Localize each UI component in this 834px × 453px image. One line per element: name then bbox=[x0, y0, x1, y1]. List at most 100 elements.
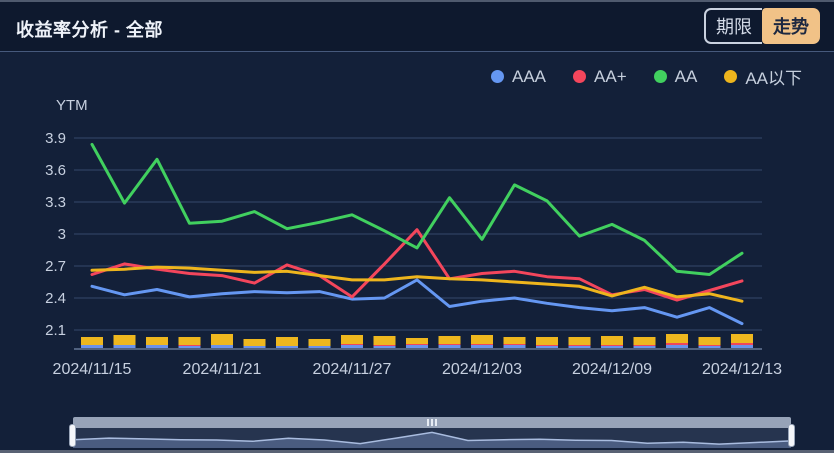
volume-bar-blue bbox=[211, 345, 233, 348]
volume-bar-red bbox=[666, 343, 688, 345]
volume-bar-blue bbox=[341, 345, 363, 348]
volume-bar-yellow bbox=[568, 337, 591, 345]
volume-bar-red bbox=[341, 344, 363, 345]
volume-bar-red bbox=[438, 344, 461, 345]
volume-bar-red bbox=[568, 345, 591, 346]
page-title: 收益率分析 - 全部 bbox=[16, 20, 163, 40]
volume-bar-blue bbox=[308, 346, 331, 348]
volume-bar-blue bbox=[471, 345, 493, 348]
trend-view-button[interactable]: 走势 bbox=[762, 8, 820, 44]
datazoom-slider bbox=[69, 417, 795, 449]
volume-bar-blue bbox=[438, 345, 461, 348]
volume-bar-red bbox=[503, 344, 526, 345]
volume-bar-yellow bbox=[276, 337, 298, 346]
volume-bar-blue bbox=[81, 345, 103, 348]
view-toggle-group: 期限 走势 bbox=[704, 8, 820, 44]
legend-item-aa-below[interactable]: AA以下 bbox=[724, 64, 802, 89]
window-bottom-edge bbox=[0, 450, 834, 453]
datazoom-left-handle[interactable] bbox=[69, 424, 76, 447]
legend-dot-aa-below-icon bbox=[724, 70, 738, 83]
volume-bar-yellow bbox=[211, 334, 233, 345]
volume-bar-red bbox=[406, 344, 428, 345]
volume-bar-blue bbox=[633, 346, 656, 348]
volume-bar-blue bbox=[698, 346, 721, 348]
volume-bar-red bbox=[698, 345, 721, 346]
y-axis-title: YTM bbox=[56, 97, 88, 114]
series-line-AA bbox=[90, 142, 744, 276]
volume-bar-blue bbox=[113, 345, 136, 348]
y-tick-label: 3.3 bbox=[45, 194, 66, 211]
volume-bar-red bbox=[178, 345, 201, 346]
volume-bar-yellow bbox=[178, 337, 201, 345]
datazoom-sparkline bbox=[72, 431, 792, 448]
legend-label: AA以下 bbox=[745, 69, 802, 88]
volume-bar-yellow bbox=[666, 334, 688, 343]
legend-item-aaa[interactable]: AAA bbox=[490, 67, 546, 87]
x-tick-label: 2024/11/27 bbox=[313, 361, 392, 378]
volume-bar-yellow bbox=[113, 335, 136, 345]
y-tick-label: 2.7 bbox=[45, 258, 66, 275]
yield-trend-chart: 3.9 3.6 3.3 3 2.7 2.4 2.1 YTM 2024/11/15 2024/11/… bbox=[0, 90, 834, 390]
legend-dot-aa-plus-icon bbox=[573, 70, 587, 83]
volume-bar-red bbox=[601, 345, 623, 346]
x-tick-label: 2024/12/09 bbox=[572, 361, 652, 378]
volume-bar-yellow bbox=[308, 339, 331, 346]
volume-bar-yellow bbox=[341, 335, 363, 344]
volume-bar-red bbox=[373, 345, 396, 346]
x-tick-label: 2024/11/21 bbox=[183, 361, 262, 378]
x-tick-label: 2024/12/13 bbox=[702, 361, 782, 378]
volume-bar-yellow bbox=[731, 334, 753, 343]
volume-bar-blue bbox=[503, 345, 526, 348]
chart-canvas: 3.9 3.6 3.3 3 2.7 2.4 2.1 YTM 2024/11/15 2024/11/… bbox=[45, 97, 782, 378]
series-line-AAA bbox=[90, 278, 744, 326]
volume-bar-yellow bbox=[406, 338, 428, 344]
volume-bar-yellow bbox=[471, 335, 493, 344]
x-tick-label: 2024/11/15 bbox=[53, 361, 132, 378]
term-view-button[interactable]: 期限 bbox=[704, 8, 762, 44]
y-tick-label: 2.1 bbox=[45, 322, 66, 339]
volume-bar-blue bbox=[666, 345, 688, 348]
legend-item-aa[interactable]: AA bbox=[653, 67, 697, 87]
volume-bar-blue bbox=[731, 345, 753, 348]
volume-bar-yellow bbox=[438, 336, 461, 344]
volume-bar-blue bbox=[146, 345, 168, 348]
sparkline-area bbox=[73, 432, 791, 448]
volume-bar-blue bbox=[406, 345, 428, 348]
window-top-edge bbox=[0, 0, 834, 2]
volume-bar-blue bbox=[536, 346, 558, 348]
x-tick-label: 2024/12/03 bbox=[442, 361, 522, 378]
sparkline-line bbox=[72, 431, 792, 445]
panel-header: 收益率分析 - 全部 期限 走势 bbox=[0, 2, 834, 52]
legend-dot-aa-icon bbox=[653, 70, 667, 83]
volume-bar-yellow bbox=[373, 336, 396, 345]
volume-bar-yellow bbox=[698, 337, 721, 345]
y-tick-label: 3 bbox=[58, 226, 66, 243]
volume-bar-red bbox=[471, 344, 493, 345]
volume-bar-yellow bbox=[146, 337, 168, 345]
volume-bar-red bbox=[633, 345, 656, 346]
datazoom-preview[interactable] bbox=[72, 428, 792, 448]
chart-legend: AAA AA+ AA AA以下 bbox=[490, 64, 802, 89]
volume-bar-yellow bbox=[243, 339, 266, 346]
y-tick-label: 3.6 bbox=[45, 162, 66, 179]
y-tick-label: 2.4 bbox=[45, 290, 66, 307]
volume-bar-blue bbox=[568, 346, 591, 348]
volume-bar-blue bbox=[178, 346, 201, 348]
datazoom-right-handle[interactable] bbox=[788, 424, 795, 447]
y-tick-label: 3.9 bbox=[45, 130, 66, 147]
volume-bar-yellow bbox=[633, 337, 656, 345]
datazoom-grip-icon[interactable] bbox=[427, 419, 437, 426]
volume-bar-blue bbox=[373, 346, 396, 348]
volume-bar-yellow bbox=[536, 337, 558, 345]
legend-item-aa-plus[interactable]: AA+ bbox=[573, 67, 627, 87]
datazoom-scrollbar[interactable] bbox=[73, 417, 791, 428]
volume-bar-blue bbox=[243, 346, 266, 348]
legend-dot-aaa-icon bbox=[490, 70, 504, 83]
volume-bar-yellow bbox=[503, 337, 526, 344]
legend-label: AA+ bbox=[594, 66, 627, 86]
series-line-AA以下 bbox=[90, 265, 744, 303]
volume-bar-blue bbox=[601, 346, 623, 348]
volume-bar-red bbox=[731, 343, 753, 345]
volume-bar-red bbox=[536, 345, 558, 346]
volume-bar-blue bbox=[276, 346, 298, 348]
